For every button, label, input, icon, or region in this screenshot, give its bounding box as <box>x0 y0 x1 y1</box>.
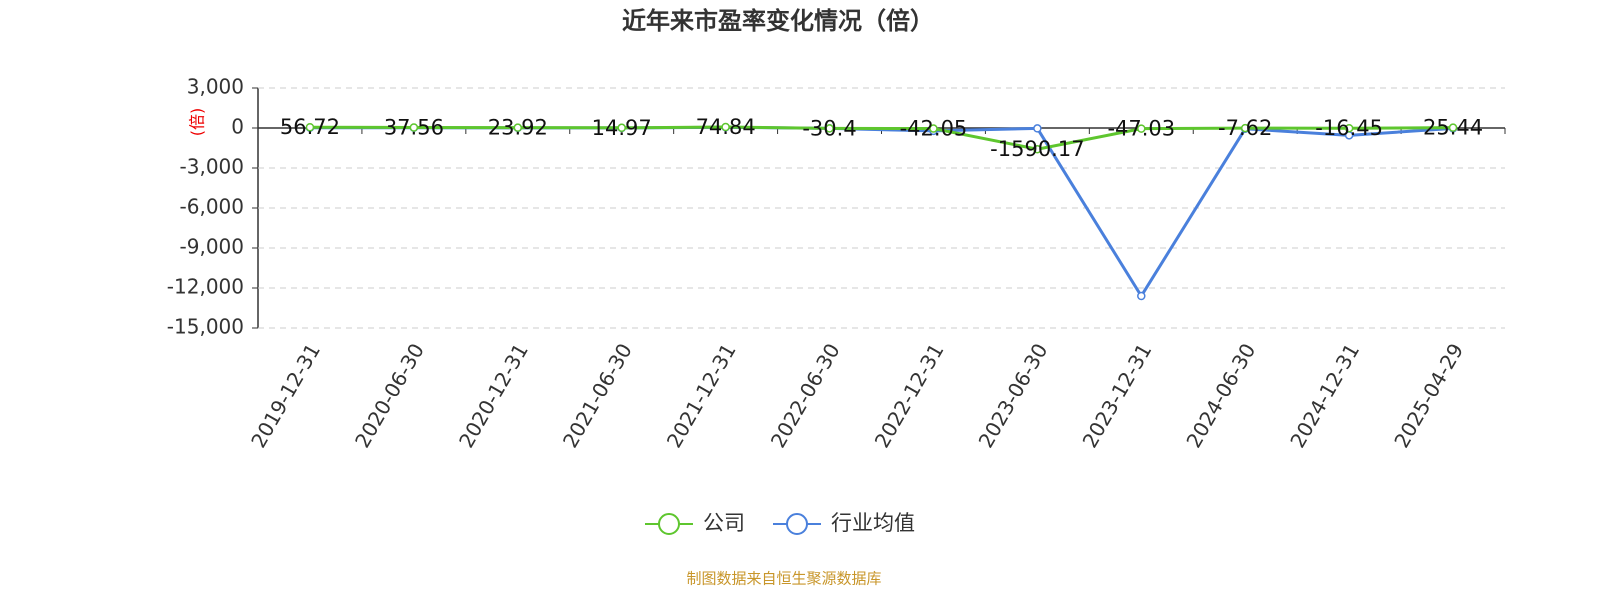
data-label: -42.05 <box>900 117 968 141</box>
data-point <box>617 123 626 133</box>
data-point <box>721 122 730 132</box>
x-tick-label: 2025-04-29 <box>1389 339 1468 452</box>
y-tick-label: -3,000 <box>180 155 244 179</box>
data-point <box>1137 291 1146 301</box>
legend-marker[interactable] <box>786 513 808 535</box>
data-point <box>305 122 315 132</box>
data-point <box>825 124 834 133</box>
x-tick-label: 2022-06-30 <box>766 339 845 452</box>
x-tick-label: 2021-12-31 <box>662 339 741 452</box>
legend-label[interactable]: 公司 <box>703 511 745 535</box>
data-point <box>1033 144 1042 154</box>
data-label: -16.45 <box>1315 116 1383 140</box>
chart-title: 近年来市盈率变化情况（倍） <box>622 7 934 35</box>
x-tick-label: 2020-12-31 <box>454 339 533 452</box>
data-label: 37.56 <box>384 115 444 139</box>
legend-label[interactable]: 行业均值 <box>831 511 915 535</box>
x-tick-label: 2023-06-30 <box>974 339 1053 452</box>
x-tick-label: 2024-06-30 <box>1181 339 1260 452</box>
data-label: 56.72 <box>280 115 340 139</box>
series-line <box>309 125 1454 299</box>
series-line <box>309 125 1454 151</box>
data-label: -30.4 <box>802 116 856 140</box>
y-axis-label: (倍) <box>188 108 207 137</box>
y-tick-label: -9,000 <box>180 235 244 259</box>
data-label: 74.84 <box>696 115 756 139</box>
data-label: -7.62 <box>1218 116 1272 140</box>
x-tick-label: 2019-12-31 <box>246 339 325 452</box>
x-tick-label: 2022-12-31 <box>870 339 949 452</box>
data-label: -47.03 <box>1107 117 1175 141</box>
y-tick-label: 0 <box>231 115 244 139</box>
x-tick-label: 2020-06-30 <box>350 339 429 452</box>
source-note: 制图数据来自恒生聚源数据库 <box>686 570 881 588</box>
data-point <box>1448 123 1458 132</box>
data-label: 23.92 <box>488 116 548 140</box>
x-tick-label: 2024-12-31 <box>1285 339 1364 452</box>
data-point <box>1344 123 1354 133</box>
x-tick-label: 2021-06-30 <box>558 339 637 452</box>
data-point <box>409 123 419 132</box>
data-point <box>513 123 523 132</box>
y-tick-label: -15,000 <box>167 315 244 339</box>
data-label: 14.97 <box>592 116 652 140</box>
data-point <box>929 124 938 133</box>
x-tick-label: 2023-12-31 <box>1077 339 1156 452</box>
data-label: 25.44 <box>1423 116 1483 140</box>
y-tick-label: -12,000 <box>167 275 244 299</box>
data-point <box>1240 123 1250 133</box>
y-tick-label: -6,000 <box>180 195 244 219</box>
data-point <box>1137 124 1146 133</box>
data-label: -1590.17 <box>990 137 1084 161</box>
data-point <box>1033 124 1042 133</box>
legend-marker[interactable] <box>658 513 680 535</box>
y-tick-label: 3,000 <box>187 75 244 99</box>
